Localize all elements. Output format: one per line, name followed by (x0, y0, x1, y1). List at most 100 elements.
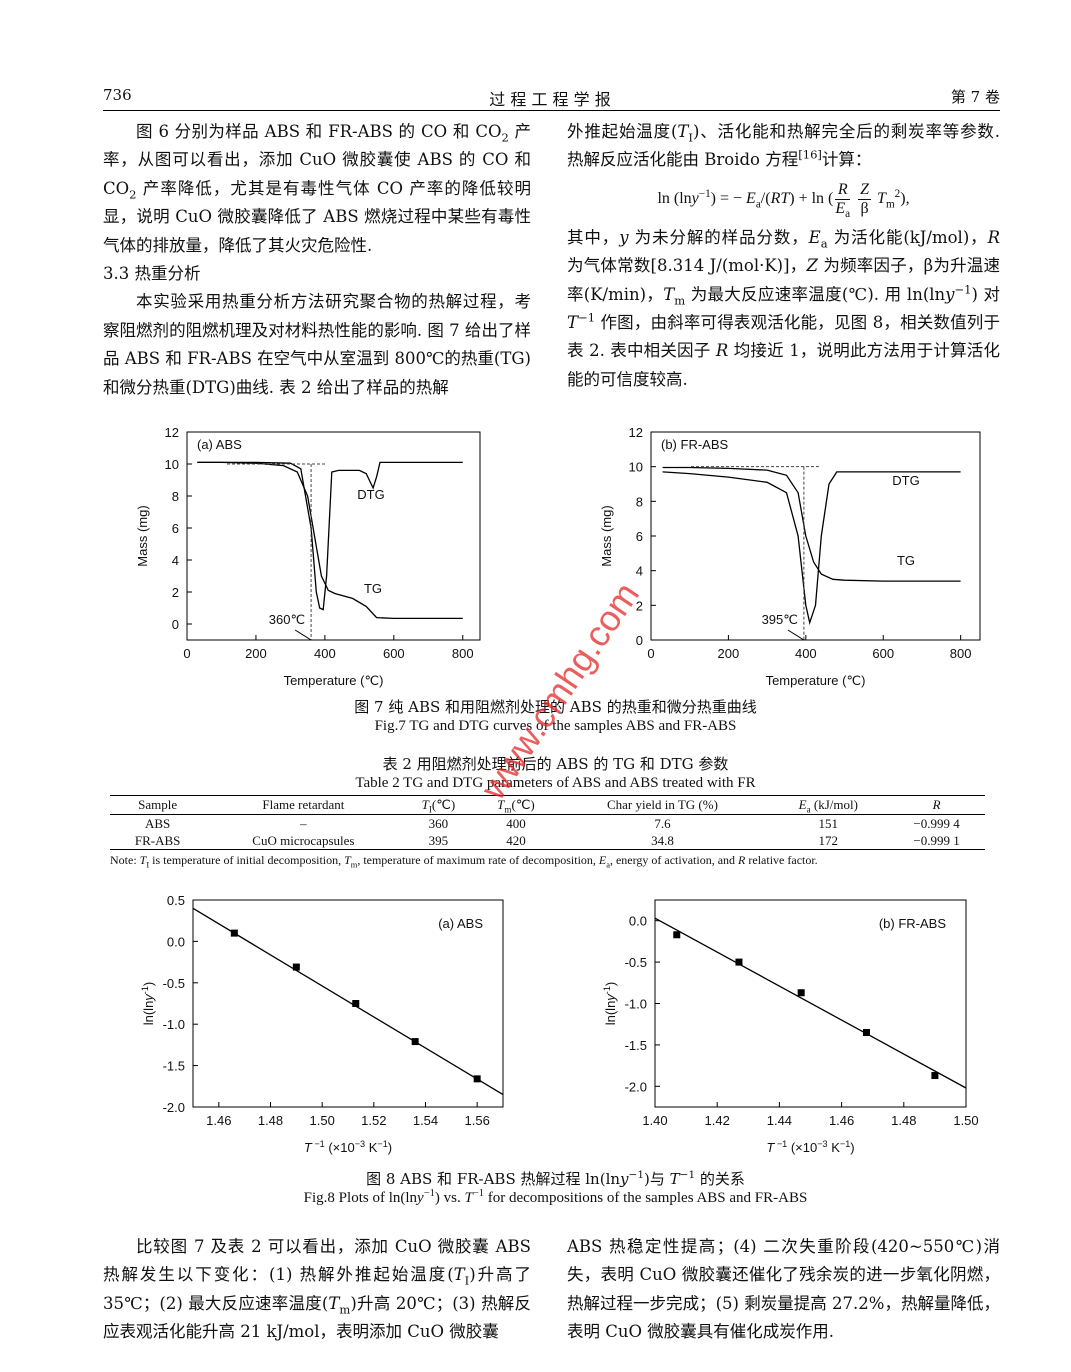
table-cell: 7.6 (654, 815, 671, 831)
italic: T (139, 853, 147, 867)
curve (192, 907, 504, 1096)
text-run: ) (141, 982, 156, 986)
table-header-cell: TI(℃) (401, 795, 476, 815)
x-tick-label: 1.42 (705, 1113, 730, 1128)
left-column: 比较图 7 及表 2 可以看出，添加 CuO 微胶囊 ABS 热解发生以下变化：… (103, 1233, 531, 1347)
figure-caption: Fig.8 Plots of ln(lny−1) vs. T−1 for dec… (40, 1188, 1071, 1207)
text-run: K (365, 1140, 378, 1155)
text-run: Mass (mg) (599, 505, 614, 566)
curve (654, 917, 967, 1089)
paragraph: 外推起始温度(TI)、活化能和热解完全后的剩炭率等参数. 热解反应活化能由 Br… (567, 118, 1000, 175)
paragraph: 图 6 分别为样品 ABS 和 FR-ABS 的 CO 和 CO2 产率，从图可… (103, 118, 531, 260)
text-run: ) + ln ( (789, 189, 834, 207)
y-tick-label: -1.0 (163, 1017, 185, 1032)
y-tick-label: 8 (172, 489, 179, 504)
superscript: −1 (954, 282, 972, 297)
superscript: −3 (817, 1139, 827, 1149)
text-run: ABS 热稳定性提高；(4) 二次失重阶段(420~550℃)消失，表明 CuO… (567, 1237, 1000, 1342)
x-tick-label: 1.48 (258, 1113, 283, 1128)
y-tick-label: 0.0 (167, 934, 185, 949)
table-cell: FR-ABS (134, 832, 181, 848)
onset-arrow (294, 629, 312, 641)
page-number: 736 (103, 86, 132, 104)
subscript: a (820, 236, 828, 251)
italic: y (603, 993, 618, 1002)
figure-caption: Fig.7 TG and DTG curves of the samples A… (374, 718, 737, 734)
italic: T (497, 797, 505, 812)
text-run: 本实验采用热重分析方法研究聚合物的热解过程，考察阻燃剂的阻燃机理及对材料热性能的… (103, 292, 531, 397)
table: Sample Flame retardant TI(℃) Tm(℃) Char yiel… (110, 795, 985, 850)
table-wrap: Sample Flame retardant TI(℃) Tm(℃) Char yiel… (110, 795, 985, 870)
table-cell: −0.999 1 (913, 832, 960, 848)
x-axis-title: Temperature (℃) (284, 673, 384, 688)
table-header-cell: R (888, 795, 985, 815)
superscript: −1 (628, 1169, 645, 1181)
table-cell: −0.999 4 (913, 815, 960, 831)
text-run (852, 190, 856, 207)
text-run: K (828, 1140, 841, 1155)
table-header: Sample Flame retardant TI(℃) Tm(℃) Char yiel… (110, 795, 985, 815)
superscript: −1 (679, 1169, 696, 1181)
right-column: ABS 热稳定性提高；(4) 二次失重阶段(420~550℃)消失，表明 CuO… (567, 1233, 1000, 1347)
italic: E (835, 199, 846, 217)
plot-frame (186, 431, 481, 641)
paragraph: 其中，y 为未分解的样品分数，Ea 为活化能(kJ/mol)，R 为气体常数[8… (567, 224, 1000, 394)
y-tick-label: -0.5 (625, 955, 647, 970)
text-run: (℃) (431, 797, 456, 812)
table-caption: 表 2 用阻燃剂处理前后的 ABS 的 TG 和 DTG 参数 (382, 755, 729, 773)
y-tick-label: 0.5 (167, 893, 185, 908)
panel-title: (b) FR-ABS (661, 437, 729, 452)
italic: y (417, 1190, 424, 1206)
table-header-cell: Flame retardant (205, 795, 402, 815)
text-run: for decompositions of the samples ABS an… (483, 1190, 808, 1206)
text-run: Mass (mg) (135, 505, 150, 566)
figure-caption: 图 8 ABS 和 FR-ABS 热解过程 ln(lny−1)与 T−1 的关系 (40, 1168, 1071, 1189)
x-tick-label: 1.56 (465, 1113, 490, 1128)
table-cell: 395 (428, 832, 449, 848)
table-header-cell: Sample (110, 795, 206, 815)
italic: y (141, 993, 156, 1002)
table-header-cell: Char yield in TG (%) (556, 795, 769, 815)
text-run: Temperature (℃) (284, 673, 384, 688)
superscript: −1 (578, 310, 596, 325)
superscript: −1 (698, 187, 711, 200)
y-tick-label: 10 (629, 460, 643, 475)
italic: T (677, 122, 689, 141)
paragraph: ABS 热稳定性提高；(4) 二次失重阶段(420~550℃)消失，表明 CuO… (567, 1233, 1000, 1347)
italic: y (691, 189, 699, 207)
curve (197, 461, 463, 620)
text-run: 为频率因子，β为升温速率(K/min)， (567, 256, 1000, 304)
superscript: −1 (774, 1139, 787, 1149)
subscript: 2 (129, 187, 137, 202)
text-run: ln(ln (141, 1001, 156, 1026)
italic: T (663, 284, 675, 304)
italic: RT (770, 189, 790, 207)
x-tick-label: 200 (245, 646, 267, 661)
curve (197, 461, 463, 611)
x-tick-label: 0 (647, 646, 654, 661)
y-tick-label: 6 (636, 529, 643, 544)
x-tick-label: 1.50 (953, 1113, 978, 1128)
x-tick-label: 1.46 (206, 1113, 231, 1128)
italic: E (808, 227, 821, 247)
subscript: a (606, 860, 610, 870)
subscript: m (350, 860, 358, 870)
superscript: −1 (840, 1139, 850, 1149)
superscript: -1 (602, 986, 612, 994)
text-run: ) (388, 1140, 392, 1155)
table-cell: 172 (818, 832, 839, 848)
series-label: DTG (357, 487, 384, 502)
table-header-cell: Tm(℃) (475, 795, 557, 815)
panel-title: (a) ABS (197, 437, 242, 452)
text-run: Sample (138, 797, 178, 812)
italic: T (453, 1265, 465, 1285)
text-run: )升高 20℃；(3) 热解反应表观活化能升高 21 kJ/mol，表明添加 C… (103, 1293, 531, 1342)
superscript: −3 (355, 1139, 365, 1149)
text-run: Char yield in TG (%) (606, 797, 718, 812)
y-tick-label: 2 (636, 598, 643, 613)
x-tick-label: 1.44 (767, 1113, 792, 1128)
italic: Z (860, 180, 870, 198)
paragraph: 比较图 7 及表 2 可以看出，添加 CuO 微胶囊 ABS 热解发生以下变化：… (103, 1233, 531, 1347)
italic: y (620, 1170, 629, 1188)
text-run: 为最大反应速率温度(℃). 用 ln(ln (685, 284, 946, 304)
